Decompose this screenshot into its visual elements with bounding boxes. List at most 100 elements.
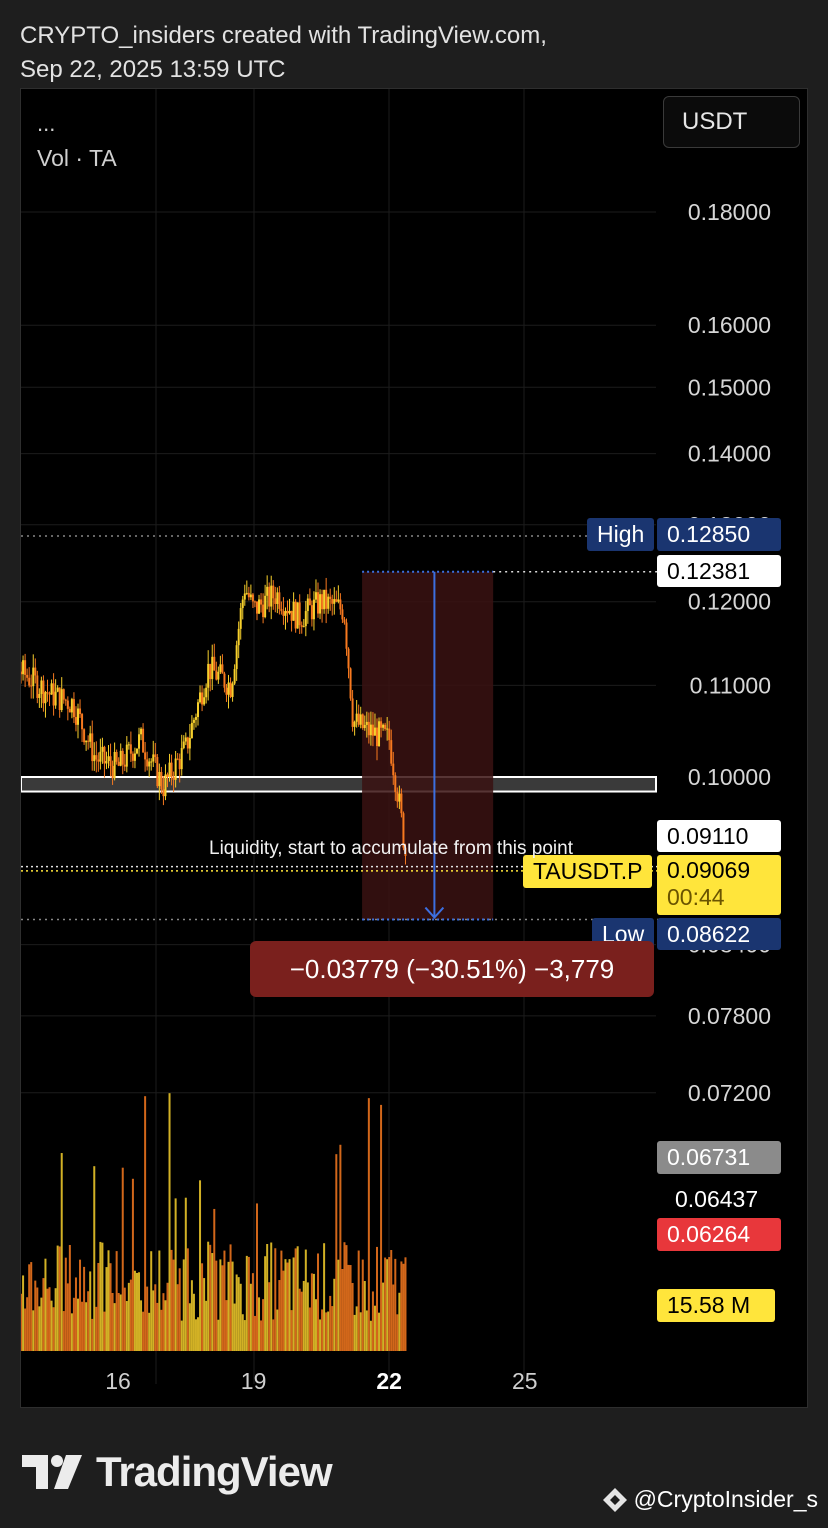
- volume-bar: [93, 1166, 96, 1351]
- volume-bar: [184, 1197, 187, 1351]
- candle-body: [54, 691, 57, 706]
- volume-bar: [349, 1265, 352, 1351]
- candle-body: [83, 729, 86, 743]
- volume-bar: [192, 1293, 195, 1351]
- volume-bar: [60, 1153, 63, 1351]
- candle-body: [40, 680, 43, 694]
- candle-body: [223, 673, 226, 688]
- volume-bar: [390, 1249, 393, 1351]
- candle-body: [241, 599, 244, 609]
- volume-bar: [174, 1198, 177, 1351]
- candle-body: [343, 619, 346, 623]
- liquidity-note[interactable]: Liquidity, start to accumulate from this…: [209, 838, 573, 859]
- volume-bar: [91, 1318, 94, 1351]
- volume-bar: [367, 1098, 370, 1351]
- volume-bar: [243, 1320, 246, 1351]
- volume-bar: [312, 1273, 315, 1351]
- volume-bar: [296, 1246, 299, 1351]
- candle-body: [404, 847, 407, 856]
- chart-pane[interactable]: 0.180000.160000.150000.140000.130000.120…: [20, 88, 808, 1408]
- volume-bar: [87, 1291, 90, 1351]
- candle-body: [229, 682, 232, 697]
- volume-bar: [197, 1317, 200, 1351]
- volume-bar: [290, 1310, 293, 1351]
- last-price-tag: 0.09069 00:44: [657, 855, 781, 915]
- candle-body: [235, 645, 238, 670]
- volume-bar: [347, 1264, 350, 1351]
- candle-body: [333, 599, 336, 604]
- indicator-label[interactable]: Vol · TA: [37, 145, 117, 171]
- candle-body: [194, 717, 197, 720]
- candle-body: [321, 594, 324, 610]
- candle-body: [264, 595, 267, 618]
- candle-body: [32, 667, 35, 687]
- candle-body: [121, 750, 124, 765]
- volume-bar: [260, 1320, 263, 1351]
- candle-body: [22, 660, 25, 675]
- candle-body: [365, 721, 368, 725]
- candle-body: [192, 719, 195, 723]
- candle-body: [396, 791, 399, 802]
- volume-bar: [231, 1261, 234, 1351]
- candle-body: [339, 599, 342, 610]
- volume-bar: [253, 1315, 256, 1351]
- price-tick-label: 0.12000: [688, 589, 771, 615]
- candle-body: [125, 744, 128, 767]
- candle-body: [197, 702, 200, 718]
- volume-bar: [353, 1314, 356, 1351]
- volume-bar: [314, 1299, 317, 1351]
- candle-body: [298, 602, 301, 626]
- candle-body: [402, 813, 405, 848]
- candle-body: [239, 608, 242, 629]
- candle-body: [93, 755, 96, 762]
- volume-bar: [168, 1093, 171, 1351]
- volume-bar: [365, 1310, 368, 1351]
- volume-bar: [127, 1282, 130, 1351]
- volume-bar: [304, 1249, 307, 1351]
- volume-bar: [373, 1305, 376, 1351]
- volume-bar: [394, 1258, 397, 1351]
- volume-bar: [288, 1259, 291, 1351]
- candle-body: [66, 700, 69, 709]
- candle-body: [109, 756, 112, 766]
- tradingview-logo: TradingView: [22, 1448, 333, 1496]
- last-price-value: 0.09069: [667, 857, 751, 883]
- measure-box: [362, 571, 494, 920]
- candle-body: [292, 601, 295, 621]
- candle-body: [172, 777, 175, 780]
- candle-body: [182, 741, 185, 749]
- volume-bar: [266, 1244, 269, 1351]
- price-tick-label: 0.14000: [688, 441, 771, 467]
- volume-bar: [117, 1292, 120, 1351]
- candle-body: [105, 761, 108, 764]
- candle-body: [361, 714, 364, 729]
- candle-body: [60, 689, 63, 711]
- candle-body: [113, 751, 116, 779]
- volume-bar: [176, 1284, 179, 1351]
- volume-bar: [233, 1303, 236, 1351]
- volume-bar: [225, 1300, 228, 1351]
- grey-price-tag: 0.06731: [657, 1141, 781, 1174]
- volume-bar: [95, 1306, 98, 1351]
- currency-button[interactable]: USDT: [663, 96, 800, 148]
- candle-body: [266, 586, 269, 596]
- menu-dots[interactable]: ...: [37, 111, 56, 136]
- volume-bar: [138, 1272, 141, 1351]
- candle-body: [24, 660, 27, 675]
- volume-bar: [50, 1300, 53, 1351]
- volume-bar: [81, 1301, 84, 1351]
- candle-body: [156, 757, 159, 787]
- candle-body: [258, 599, 261, 614]
- candle-body: [140, 728, 143, 735]
- volume-bar: [190, 1280, 193, 1351]
- volume-bar: [32, 1310, 35, 1351]
- symbol-tag: TAUSDT.P: [523, 855, 653, 888]
- timestamp-line: Sep 22, 2025 13:59 UTC: [20, 56, 286, 83]
- volume-bar: [398, 1292, 401, 1351]
- candle-body: [72, 699, 75, 718]
- watermark: @CryptoInsider_s: [602, 1486, 818, 1513]
- liquidity-level-tag: 0.09110: [657, 820, 781, 852]
- candle-body: [392, 763, 395, 776]
- candle-body: [276, 592, 279, 604]
- candle-body: [213, 656, 216, 671]
